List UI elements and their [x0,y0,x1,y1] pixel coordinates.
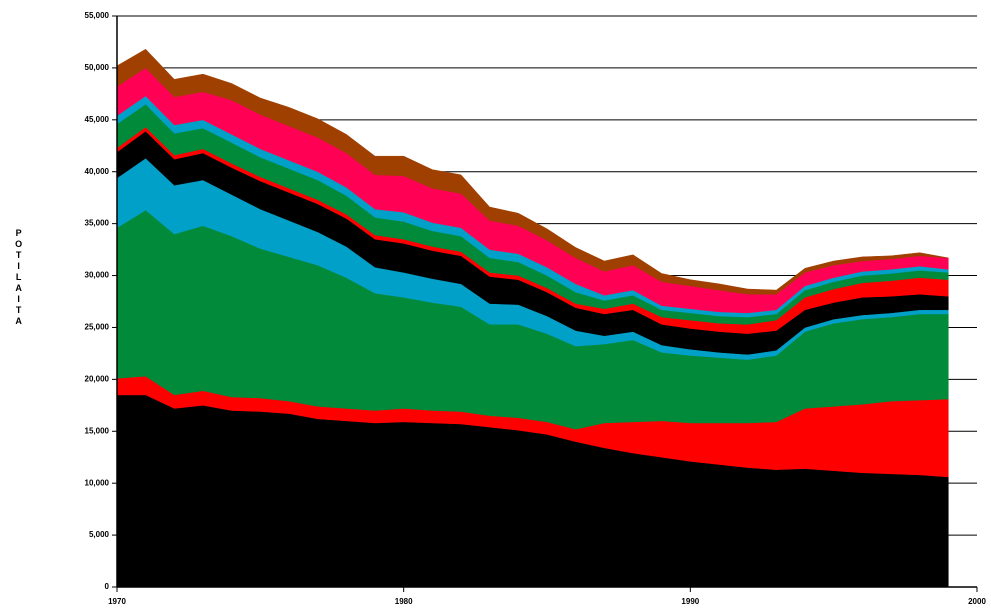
y-tick-label: 55,000 [85,11,110,20]
y-tick-label: 40,000 [85,167,110,176]
y-tick-label: 30,000 [85,271,110,280]
y-tick-label: 20,000 [85,374,110,383]
y-tick-label: 45,000 [85,115,110,124]
x-tick-label: 1980 [395,597,413,606]
y-tick-label: 15,000 [85,426,110,435]
area [116,48,949,295]
y-tick-label: 5,000 [89,530,110,539]
x-tick-label: 1990 [681,597,699,606]
y-tick-label: 0 [105,582,110,591]
y-tick-label: 50,000 [85,63,110,72]
y-axis-label: POTILAITA [14,228,24,327]
x-tick-label: 1970 [108,597,126,606]
y-tick-label: 35,000 [85,219,110,228]
y-tick-label: 25,000 [85,323,110,332]
y-tick-label: 10,000 [85,478,110,487]
x-tick-label: 2000 [968,597,986,606]
